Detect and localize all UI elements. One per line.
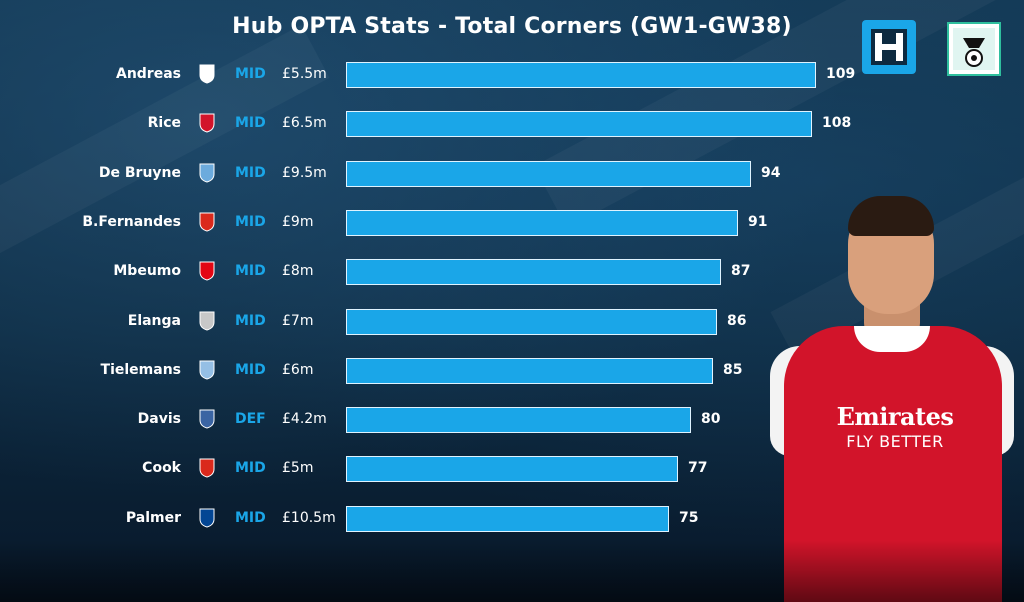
player-name-label: Mbeumo [113, 263, 181, 279]
position-label: MID [235, 66, 266, 82]
bar-value-label: 86 [727, 313, 747, 329]
player-name-label: Andreas [115, 66, 181, 82]
man-city-crest-icon [199, 163, 215, 183]
brentford-crest-icon [199, 261, 215, 281]
corner-bar [346, 161, 751, 187]
player-name-label: Elanga [127, 313, 181, 329]
price-label: £9m [282, 214, 314, 230]
corner-bar [346, 358, 713, 384]
fulham-crest-icon [199, 64, 215, 84]
man-utd-crest-icon [199, 212, 215, 232]
player-name-label: Davis [137, 411, 181, 427]
fantasy-football-hub-logo-icon [862, 20, 916, 74]
chelsea-crest-icon [199, 508, 215, 528]
price-label: £4.2m [282, 411, 327, 427]
shirt-sponsor-tagline: FLY BETTER [846, 432, 944, 451]
corner-bar [346, 111, 812, 137]
player-name-label: Palmer [125, 510, 181, 526]
price-label: £5m [282, 460, 314, 476]
corner-bar [346, 456, 678, 482]
bar-value-label: 85 [723, 362, 743, 378]
bar-value-label: 109 [826, 66, 856, 82]
position-label: MID [235, 313, 266, 329]
player-name-label: Tielemans [100, 362, 181, 378]
position-label: MID [235, 460, 266, 476]
price-label: £9.5m [282, 165, 327, 181]
corner-bar [346, 407, 691, 433]
chart-title: Hub OPTA Stats - Total Corners (GW1-GW38… [232, 14, 792, 39]
shirt-sponsor: Emirates [836, 402, 954, 431]
shirt-collar [854, 326, 930, 352]
player-name-label: Rice [147, 115, 181, 131]
price-label: £7m [282, 313, 314, 329]
player-name-label: De Bruyne [98, 165, 181, 181]
ipswich-crest-icon [199, 409, 215, 429]
position-label: MID [235, 214, 266, 230]
corner-bar [346, 309, 717, 335]
bar-row: Andreas MID £5.5m 109 [0, 62, 900, 90]
newcastle-crest-icon [199, 311, 215, 331]
corner-bar [346, 62, 816, 88]
bar-row: Cook MID £5m 77 [0, 456, 900, 484]
aston-villa-crest-icon [199, 360, 215, 380]
bar-value-label: 108 [822, 115, 852, 131]
bar-row: Davis DEF £4.2m 80 [0, 407, 900, 435]
bar-row: Tielemans MID £6m 85 [0, 358, 900, 386]
price-label: £8m [282, 263, 314, 279]
bar-row: De Bruyne MID £9.5m 94 [0, 161, 900, 189]
price-label: £6.5m [282, 115, 327, 131]
corner-bar [346, 506, 669, 532]
bar-value-label: 80 [701, 411, 721, 427]
corner-bar [346, 210, 738, 236]
fantasy-football-badge-icon [947, 22, 1001, 76]
arsenal-crest-icon [199, 113, 215, 133]
bar-row: Mbeumo MID £8m 87 [0, 259, 900, 287]
bar-row: Elanga MID £7m 86 [0, 309, 900, 337]
bar-value-label: 94 [761, 165, 781, 181]
position-label: MID [235, 510, 266, 526]
position-label: DEF [235, 411, 266, 427]
bar-row: Rice MID £6.5m 108 [0, 111, 900, 139]
bottom-fade [0, 540, 1024, 602]
bar-row: Palmer MID £10.5m 75 [0, 506, 900, 534]
player-hair [848, 196, 934, 236]
player-name-label: B.Fernandes [82, 214, 181, 230]
price-label: £5.5m [282, 66, 327, 82]
player-name-label: Cook [142, 460, 181, 476]
position-label: MID [235, 263, 266, 279]
price-label: £6m [282, 362, 314, 378]
bar-row: B.Fernandes MID £9m 91 [0, 210, 900, 238]
bar-value-label: 75 [679, 510, 699, 526]
bar-value-label: 91 [748, 214, 768, 230]
bar-value-label: 77 [688, 460, 708, 476]
bournemouth-crest-icon [199, 458, 215, 478]
position-label: MID [235, 115, 266, 131]
bar-value-label: 87 [731, 263, 751, 279]
price-label: £10.5m [282, 510, 336, 526]
position-label: MID [235, 362, 266, 378]
position-label: MID [235, 165, 266, 181]
corner-bar [346, 259, 721, 285]
